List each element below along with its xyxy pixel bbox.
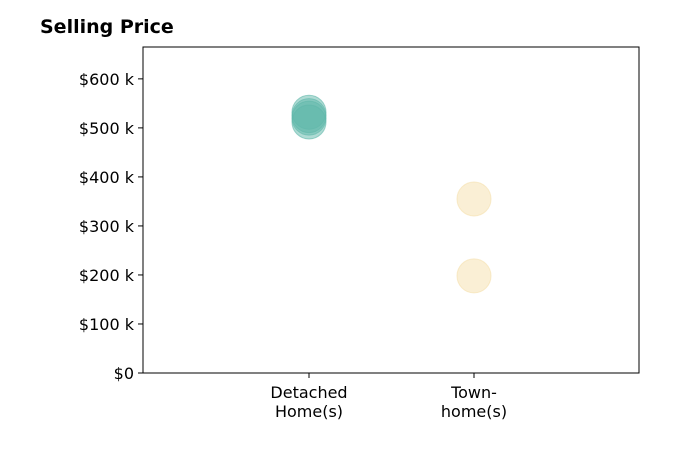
x-tick-label-line: Town-	[450, 383, 497, 402]
y-tick-label: $100 k	[79, 315, 135, 334]
y-tick-label: $500 k	[79, 119, 135, 138]
x-axis: Detached Home(s) Town-home(s)	[270, 373, 507, 421]
x-tick-label-line: home(s)	[441, 402, 507, 421]
y-tick-label: $300 k	[79, 217, 135, 236]
y-tick-label: $600 k	[79, 70, 135, 89]
x-tick-label-line: Home(s)	[275, 402, 343, 421]
data-point	[291, 104, 327, 140]
x-tick-label: Detached Home(s)	[270, 383, 347, 421]
x-tick-label: Town-home(s)	[441, 383, 507, 421]
y-tick-label: $400 k	[79, 168, 135, 187]
chart-title: Selling Price	[40, 16, 174, 38]
y-axis: $0 $100 k $200 k $300 k $400 k $500 k $600 k	[79, 70, 143, 383]
data-point	[456, 258, 492, 294]
plot-frame	[142, 46, 640, 374]
y-tick-label: $0	[114, 364, 134, 383]
x-tick-label-line: Detached	[270, 383, 347, 402]
data-points	[291, 94, 492, 294]
data-point	[456, 181, 492, 217]
y-tick-label: $200 k	[79, 266, 135, 285]
